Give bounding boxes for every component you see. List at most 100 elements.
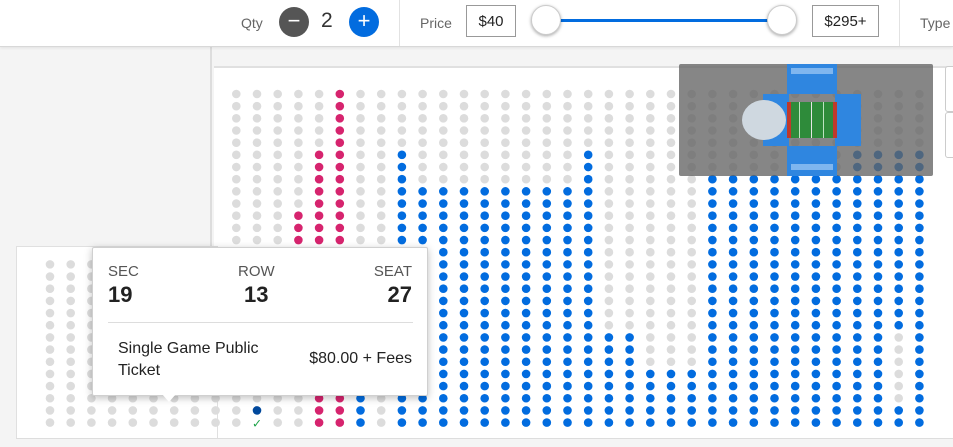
- price-max-box[interactable]: $295+: [812, 5, 879, 37]
- seat-available[interactable]: [915, 223, 924, 233]
- seat-available[interactable]: [894, 406, 903, 415]
- seat-available[interactable]: [480, 296, 490, 306]
- seat-available[interactable]: [397, 187, 407, 196]
- seat-available[interactable]: [853, 308, 862, 318]
- seat-available[interactable]: [770, 260, 779, 269]
- seat-available[interactable]: [832, 406, 841, 415]
- seat-available[interactable]: [521, 187, 531, 196]
- seat-available[interactable]: [853, 320, 862, 330]
- seat-available[interactable]: [583, 260, 593, 269]
- seat-available[interactable]: [583, 357, 593, 367]
- qty-decrease-button[interactable]: −: [279, 7, 309, 37]
- seat-available[interactable]: [873, 247, 883, 257]
- seat-available[interactable]: [646, 393, 655, 403]
- seat-available[interactable]: [894, 211, 903, 220]
- seat-available[interactable]: [356, 418, 365, 427]
- seat-available[interactable]: [790, 199, 800, 208]
- seat-available[interactable]: [480, 320, 490, 330]
- seat-available[interactable]: [708, 406, 717, 415]
- seat-available[interactable]: [749, 308, 759, 318]
- seat-available[interactable]: [915, 247, 924, 257]
- seat-available[interactable]: [708, 296, 717, 306]
- seat-available[interactable]: [770, 406, 779, 415]
- seat-available[interactable]: [873, 272, 883, 281]
- seat-available[interactable]: [873, 296, 883, 306]
- seat-available[interactable]: [583, 345, 593, 354]
- seat-available[interactable]: [790, 333, 800, 342]
- seat-available[interactable]: [563, 320, 572, 330]
- seat-available[interactable]: [501, 247, 510, 257]
- seat-available[interactable]: [397, 162, 407, 172]
- seat-available[interactable]: [583, 406, 593, 415]
- seat-available[interactable]: [708, 284, 717, 294]
- seat-available[interactable]: [708, 381, 717, 391]
- seat-available[interactable]: [708, 247, 717, 257]
- seat-available[interactable]: [728, 357, 738, 367]
- seat-available[interactable]: [542, 406, 552, 415]
- seat-available[interactable]: [439, 308, 448, 318]
- seat-available[interactable]: [480, 393, 490, 403]
- seat-available[interactable]: [749, 211, 759, 220]
- seat-available[interactable]: [501, 272, 510, 281]
- seat-available[interactable]: [832, 320, 841, 330]
- seat-available[interactable]: [563, 199, 572, 208]
- seat-available[interactable]: [563, 223, 572, 233]
- seat-available[interactable]: [832, 345, 841, 354]
- seat-available[interactable]: [604, 406, 614, 415]
- seat-available[interactable]: [894, 174, 903, 184]
- seat-available[interactable]: [832, 272, 841, 281]
- seat-available[interactable]: [480, 333, 490, 342]
- seat-available[interactable]: [915, 284, 924, 294]
- seat-available[interactable]: [749, 369, 759, 379]
- seat-available[interactable]: [439, 418, 448, 427]
- seat-available[interactable]: [770, 333, 779, 342]
- seat-available[interactable]: [790, 369, 800, 379]
- seat-available[interactable]: [563, 418, 572, 427]
- seat-available[interactable]: [853, 369, 862, 379]
- seat-available[interactable]: [749, 381, 759, 391]
- zoom-in-button[interactable]: [945, 66, 953, 112]
- seat-available[interactable]: [397, 150, 407, 160]
- seat-available[interactable]: [790, 393, 800, 403]
- seat-available[interactable]: [604, 381, 614, 391]
- seat-available[interactable]: [501, 333, 510, 342]
- seat-available[interactable]: [853, 211, 862, 220]
- seat-available[interactable]: [439, 187, 448, 196]
- seat-available[interactable]: [604, 369, 614, 379]
- seat-available[interactable]: [542, 187, 552, 196]
- seat-available[interactable]: [770, 235, 779, 245]
- seat-available[interactable]: [832, 333, 841, 342]
- seat-available[interactable]: [583, 199, 593, 208]
- seat-available[interactable]: [542, 320, 552, 330]
- seat-available[interactable]: [749, 199, 759, 208]
- seat-available[interactable]: [790, 247, 800, 257]
- seat-available[interactable]: [501, 381, 510, 391]
- seat-available[interactable]: [501, 296, 510, 306]
- seat-available[interactable]: [749, 272, 759, 281]
- seat-available[interactable]: [397, 418, 407, 427]
- seat-available[interactable]: [521, 260, 531, 269]
- seat-available[interactable]: [770, 418, 779, 427]
- seat-available[interactable]: [646, 418, 655, 427]
- seat-available[interactable]: [563, 406, 572, 415]
- seat-available[interactable]: [459, 211, 469, 220]
- seat-available[interactable]: [583, 393, 593, 403]
- seat-available[interactable]: [853, 247, 862, 257]
- seat-available[interactable]: [687, 406, 696, 415]
- seat-available[interactable]: [811, 211, 821, 220]
- seat-available[interactable]: [439, 296, 448, 306]
- seat-available[interactable]: [790, 308, 800, 318]
- seat-available[interactable]: [728, 247, 738, 257]
- seat-available[interactable]: [501, 418, 510, 427]
- seat-available[interactable]: [542, 393, 552, 403]
- seat-available[interactable]: [563, 247, 572, 257]
- seat-available[interactable]: [770, 320, 779, 330]
- seat-available[interactable]: [873, 357, 883, 367]
- seat-available[interactable]: [666, 393, 676, 403]
- seat-available[interactable]: [728, 406, 738, 415]
- seat-available[interactable]: [542, 235, 552, 245]
- seat-available[interactable]: [563, 393, 572, 403]
- seat-available[interactable]: [501, 406, 510, 415]
- seat-available[interactable]: [459, 406, 469, 415]
- seat-available[interactable]: [604, 393, 614, 403]
